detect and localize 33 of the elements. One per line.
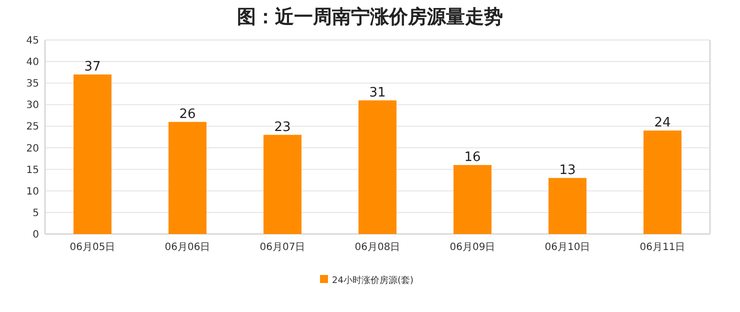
x-tick-label: 06月08日 (354, 242, 400, 253)
bar (644, 130, 682, 234)
x-tick-label: 06月05日 (70, 242, 116, 253)
data-label: 24 (654, 116, 671, 131)
data-label: 16 (464, 150, 481, 166)
data-label: 26 (179, 106, 196, 122)
y-tick-label: 20 (26, 143, 39, 154)
data-label: 37 (84, 59, 101, 74)
x-tick-label: 06月09日 (450, 242, 496, 253)
bar (454, 165, 492, 234)
x-tick-label: 06月11日 (640, 242, 686, 253)
bar (264, 134, 302, 234)
x-tick-label: 06月06日 (164, 242, 210, 253)
y-tick-label: 5 (32, 208, 39, 219)
data-label: 23 (274, 120, 291, 135)
bar (74, 74, 112, 234)
data-label: 13 (559, 162, 576, 178)
y-tick-label: 35 (26, 78, 39, 90)
y-tick-label: 15 (26, 164, 39, 176)
y-tick-label: 10 (26, 186, 39, 198)
y-tick-label: 25 (26, 122, 39, 133)
y-tick-label: 0 (32, 230, 39, 240)
legend-label: 24小时涨价房源(套) (332, 275, 414, 286)
bar (548, 178, 586, 234)
bar (168, 122, 206, 234)
bar (358, 100, 396, 234)
data-label: 31 (369, 85, 386, 100)
title: 图：近一周南宁涨价房源量走势 (237, 6, 503, 28)
y-tick-label: 40 (26, 57, 39, 68)
y-tick-label: 45 (26, 36, 39, 46)
y-tick-label: 30 (26, 100, 39, 112)
x-tick-label: 06月07日 (260, 242, 306, 253)
x-tick-label: 06月10日 (544, 242, 590, 253)
